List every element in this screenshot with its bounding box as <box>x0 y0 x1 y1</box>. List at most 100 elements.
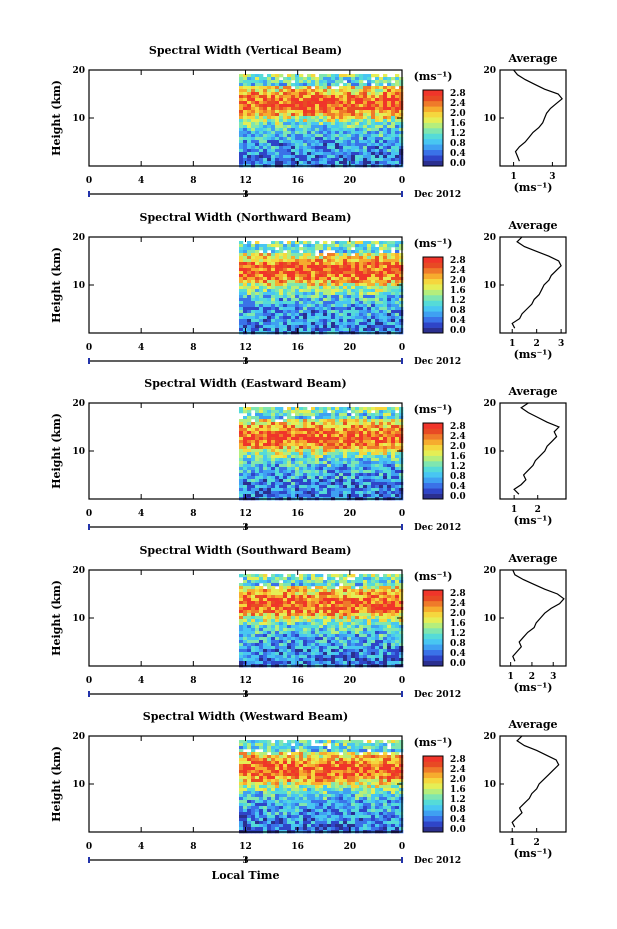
heatmap-cell <box>275 265 280 269</box>
heatmap-cell <box>247 268 252 272</box>
heatmap-cell <box>275 268 280 272</box>
heatmap-cell <box>303 416 308 420</box>
heatmap-cell <box>375 98 380 102</box>
heatmap-cell <box>327 652 332 656</box>
heatmap-cell <box>395 131 400 135</box>
heatmap-cell <box>283 256 288 260</box>
heatmap-cell <box>311 589 316 593</box>
heatmap-cell <box>271 437 276 441</box>
heatmap-cell <box>315 616 320 620</box>
heatmap-cell <box>259 292 264 296</box>
heatmap-cell <box>395 277 400 281</box>
heatmap-cell <box>271 244 276 248</box>
heatmap-cell <box>287 274 292 278</box>
heatmap-cell <box>279 268 284 272</box>
heatmap-cell <box>279 134 284 138</box>
heatmap-cell <box>299 143 304 147</box>
heatmap-cell <box>343 125 348 129</box>
heatmap-cell <box>283 640 288 644</box>
heatmap-cell <box>263 604 268 608</box>
heatmap-cell <box>283 277 288 281</box>
heatmap-cell <box>355 328 360 332</box>
heatmap-cell <box>255 574 260 578</box>
heatmap-cell <box>383 437 388 441</box>
heatmap-cell <box>239 95 244 99</box>
heatmap-cell <box>387 256 392 260</box>
heatmap-cell <box>239 652 244 656</box>
heatmap-cell <box>343 598 348 602</box>
heatmap-cell <box>275 259 280 263</box>
heatmap-cell <box>279 298 284 302</box>
heatmap-cell <box>323 80 328 84</box>
x-tick-label: 4 <box>138 176 144 186</box>
heatmap-cell <box>371 440 376 444</box>
heatmap-cell <box>363 428 368 432</box>
heatmap-cell <box>367 319 372 323</box>
heatmap-cell <box>335 637 340 641</box>
heatmap-cell <box>239 407 244 411</box>
heatmap-cell <box>375 464 380 468</box>
heatmap-cell <box>355 610 360 614</box>
heatmap-cell <box>311 655 316 659</box>
heatmap-cell <box>247 595 252 599</box>
heatmap-cell <box>335 574 340 578</box>
heatmap-cell <box>371 407 376 411</box>
heatmap-cell <box>311 250 316 254</box>
heatmap-cell <box>359 616 364 620</box>
heatmap-cell <box>375 479 380 483</box>
heatmap-cell <box>371 274 376 278</box>
heatmap-cell <box>355 325 360 329</box>
heatmap-cell <box>379 95 384 99</box>
heatmap-cell <box>315 407 320 411</box>
heatmap-cell <box>351 107 356 111</box>
heatmap-cell <box>299 613 304 617</box>
heatmap-cell <box>303 658 308 662</box>
heatmap-cell <box>319 473 324 477</box>
heatmap-cell <box>399 259 404 263</box>
heatmap-cell <box>263 80 268 84</box>
heatmap-cell <box>311 461 316 465</box>
heatmap-cell <box>367 476 372 480</box>
heatmap-cell <box>383 325 388 329</box>
heatmap-cell <box>279 325 284 329</box>
heatmap-cell <box>399 268 404 272</box>
heatmap-cell <box>351 241 356 245</box>
heatmap-cell <box>347 446 352 450</box>
heatmap-cell <box>347 437 352 441</box>
heatmap-cell <box>247 104 252 108</box>
heatmap-cell <box>271 143 276 147</box>
heatmap-cell <box>391 422 396 426</box>
heatmap-cell <box>387 443 392 447</box>
heatmap-cell <box>367 107 372 111</box>
heatmap-cell <box>315 586 320 590</box>
heatmap-cell <box>399 149 404 153</box>
heatmap-cell <box>343 655 348 659</box>
heatmap-cell <box>379 125 384 129</box>
heatmap-cell <box>383 92 388 96</box>
heatmap-cell <box>379 274 384 278</box>
heatmap-cell <box>303 601 308 605</box>
heatmap-cell <box>355 410 360 414</box>
heatmap-cell <box>319 494 324 498</box>
heatmap-cell <box>347 640 352 644</box>
colorbar-swatch <box>423 423 443 429</box>
heatmap-cell <box>319 482 324 486</box>
colorbar-tick-label: 1.2 <box>450 129 466 139</box>
heatmap-cell <box>359 74 364 78</box>
heatmap-cell <box>379 104 384 108</box>
heatmap-cell <box>279 152 284 156</box>
heatmap-cell <box>275 494 280 498</box>
heatmap-cell <box>315 410 320 414</box>
heatmap-cell <box>307 467 312 471</box>
heatmap-cell <box>299 161 304 165</box>
heatmap-cell <box>323 434 328 438</box>
heatmap-cell <box>275 277 280 281</box>
heatmap-cell <box>271 604 276 608</box>
heatmap-cell <box>331 286 336 290</box>
heatmap-cell <box>387 268 392 272</box>
heatmap-cell <box>363 473 368 477</box>
heatmap-cell <box>307 592 312 596</box>
heatmap-cell <box>255 428 260 432</box>
heatmap-cell <box>355 122 360 126</box>
heatmap-cell <box>351 125 356 129</box>
